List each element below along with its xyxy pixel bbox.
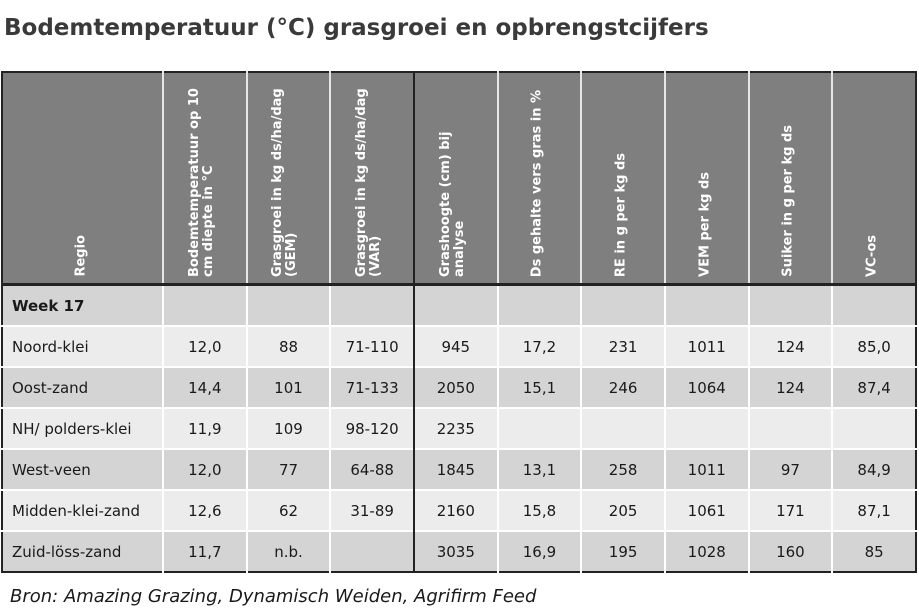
table-cell: 1011 xyxy=(664,448,750,490)
table-cell: 109 xyxy=(246,407,332,449)
table-cell: 124 xyxy=(748,366,834,408)
table-cell: 231 xyxy=(581,325,666,367)
header-row: Regio Bodemtemperatuur op 10 cm diepte i… xyxy=(2,72,916,285)
table-cell: 62 xyxy=(246,489,332,531)
region-cell: NH/ polders-klei xyxy=(2,407,164,449)
table-cell: n.b. xyxy=(246,530,332,572)
table-cell xyxy=(330,530,415,572)
table-cell: 87,1 xyxy=(832,489,916,531)
table-cell xyxy=(832,407,916,449)
table-cell: 84,9 xyxy=(832,448,916,490)
table-cell xyxy=(581,283,666,326)
table-cell: 88 xyxy=(246,325,332,367)
table-row: West-veen 12,0 77 64-88 1845 13,1 258 10… xyxy=(2,448,916,490)
week-row: Week 17 xyxy=(2,283,916,326)
col-header-suiker: Suiker in g per kg ds xyxy=(748,72,834,285)
table-cell: 12,0 xyxy=(163,325,248,367)
col-header-grasgroei-gem: Grasgroei in kg ds/ha/dag (GEM) xyxy=(246,72,332,285)
table-cell: 124 xyxy=(748,325,834,367)
data-table: Regio Bodemtemperatuur op 10 cm diepte i… xyxy=(1,71,917,573)
table-cell: 87,4 xyxy=(832,366,916,408)
col-header-grashoogte: Grashoogte (cm) bij analyse xyxy=(413,72,499,285)
table-cell xyxy=(664,283,750,326)
table-cell: 64-88 xyxy=(330,448,415,490)
table-cell xyxy=(246,283,332,326)
table-row: Midden-klei-zand 12,6 62 31-89 2160 15,8… xyxy=(2,489,916,531)
table-cell: 2235 xyxy=(413,407,499,449)
table-cell: 1011 xyxy=(664,325,750,367)
source-caption: Bron: Amazing Grazing, Dynamisch Weiden,… xyxy=(10,586,537,607)
table-row: Noord-klei 12,0 88 71-110 945 17,2 231 1… xyxy=(2,325,916,367)
table-cell: 101 xyxy=(246,366,332,408)
table-cell: 11,9 xyxy=(163,407,248,449)
table-row: Oost-zand 14,4 101 71-133 2050 15,1 246 … xyxy=(2,366,916,408)
col-header-ds-gehalte: Ds gehalte vers gras in % xyxy=(497,72,583,285)
table-cell: 13,1 xyxy=(497,448,583,490)
table-cell xyxy=(497,407,583,449)
col-header-bodemtemperatuur: Bodemtemperatuur op 10 cm diepte in °C xyxy=(163,72,248,285)
col-header-vem: VEM per kg ds xyxy=(664,72,750,285)
col-header-vc-os: VC-os xyxy=(832,72,916,285)
table-cell: 1061 xyxy=(664,489,750,531)
table-cell: 945 xyxy=(413,325,499,367)
table-cell: 1064 xyxy=(664,366,750,408)
table-cell xyxy=(497,283,583,326)
region-cell: Midden-klei-zand xyxy=(2,489,164,531)
week-label: Week 17 xyxy=(2,283,164,326)
table-cell: 15,8 xyxy=(497,489,583,531)
region-cell: Oost-zand xyxy=(2,366,164,408)
table-cell xyxy=(163,283,248,326)
table-cell xyxy=(581,407,666,449)
region-cell: West-veen xyxy=(2,448,164,490)
table-cell: 246 xyxy=(581,366,666,408)
col-header-regio: Regio xyxy=(2,72,164,285)
table-cell: 12,6 xyxy=(163,489,248,531)
table-cell: 1845 xyxy=(413,448,499,490)
table-cell: 16,9 xyxy=(497,530,583,572)
col-header-grasgroei-var: Grasgroei in kg ds/ha/dag (VAR) xyxy=(330,72,415,285)
table-cell: 2050 xyxy=(413,366,499,408)
table-cell xyxy=(330,283,415,326)
table-cell: 71-110 xyxy=(330,325,415,367)
table-cell: 12,0 xyxy=(163,448,248,490)
table-cell xyxy=(413,283,499,326)
table-cell: 1028 xyxy=(664,530,750,572)
table-cell: 205 xyxy=(581,489,666,531)
table-cell xyxy=(832,283,916,326)
region-cell: Zuid-löss-zand xyxy=(2,530,164,572)
table-row: NH/ polders-klei 11,9 109 98-120 2235 xyxy=(2,407,916,449)
table-cell: 85,0 xyxy=(832,325,916,367)
table-cell: 3035 xyxy=(413,530,499,572)
table-cell: 31-89 xyxy=(330,489,415,531)
table-cell: 98-120 xyxy=(330,407,415,449)
page-title: Bodemtemperatuur (°C) grasgroei en opbre… xyxy=(4,15,709,41)
table-cell: 85 xyxy=(832,530,916,572)
table-cell: 258 xyxy=(581,448,666,490)
table-cell: 71-133 xyxy=(330,366,415,408)
table-cell: 2160 xyxy=(413,489,499,531)
table-cell: 77 xyxy=(246,448,332,490)
table-cell xyxy=(664,407,750,449)
table-cell: 171 xyxy=(748,489,834,531)
table-cell: 97 xyxy=(748,448,834,490)
table-row: Zuid-löss-zand 11,7 n.b. 3035 16,9 195 1… xyxy=(2,530,916,572)
region-cell: Noord-klei xyxy=(2,325,164,367)
table-cell xyxy=(748,407,834,449)
table-cell: 14,4 xyxy=(163,366,248,408)
table-cell: 160 xyxy=(748,530,834,572)
col-header-re: RE in g per kg ds xyxy=(581,72,666,285)
table-cell: 195 xyxy=(581,530,666,572)
table-cell xyxy=(748,283,834,326)
table-cell: 11,7 xyxy=(163,530,248,572)
table-cell: 17,2 xyxy=(497,325,583,367)
table-cell: 15,1 xyxy=(497,366,583,408)
